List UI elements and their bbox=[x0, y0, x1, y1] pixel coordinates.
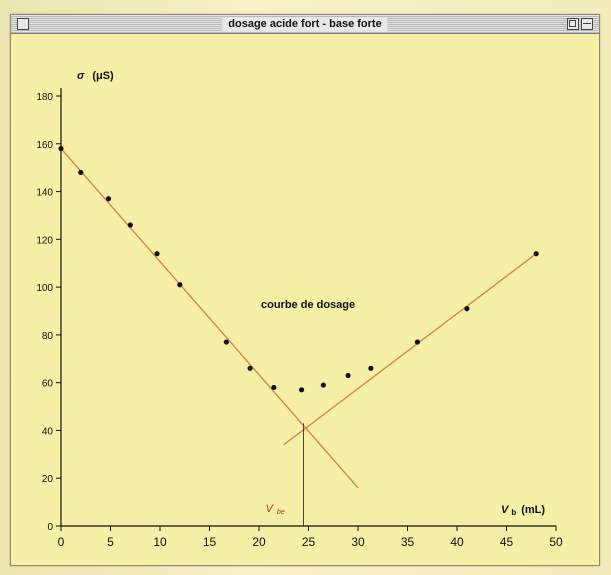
x-tick-label-0: 0 bbox=[58, 535, 65, 549]
x-tick-label-25: 25 bbox=[302, 535, 316, 549]
data-point-8 bbox=[247, 365, 253, 371]
x-tick-label-10: 10 bbox=[153, 535, 167, 549]
y-tick-label-20: 20 bbox=[42, 474, 54, 485]
x-tick-label-15: 15 bbox=[203, 535, 217, 549]
data-point-2 bbox=[78, 169, 84, 176]
y-tick-label-160: 160 bbox=[36, 140, 53, 151]
data-point-15 bbox=[464, 306, 470, 312]
x-tick-label-5: 5 bbox=[107, 535, 114, 549]
data-point-9 bbox=[271, 384, 277, 391]
y-tick-label-100: 100 bbox=[36, 283, 53, 294]
chart-title: courbe de dosage bbox=[261, 299, 355, 311]
collapse-icon[interactable] bbox=[581, 18, 593, 30]
equivalence-label-subscript: be bbox=[275, 509, 285, 516]
y-tick-label-80: 80 bbox=[42, 331, 54, 342]
plot-area: 0 20 40 60 80 100 120 140 160 180 0 5 10 15 20 25 30 35 40… bbox=[11, 33, 599, 568]
data-point-16 bbox=[533, 251, 539, 257]
axes: 0 20 40 60 80 100 120 140 160 180 0 5 10 15 20 25 30 35 40… bbox=[36, 88, 563, 549]
y-axis-label-symbol: σ bbox=[77, 70, 85, 82]
y-axis-label: σ (μS) bbox=[77, 70, 114, 82]
window-titlebar[interactable]: dosage acide fort - base forte bbox=[11, 15, 599, 34]
data-point-3 bbox=[105, 196, 112, 202]
chart-window: dosage acide fort - base forte 0 20 40 60 80… bbox=[10, 14, 600, 566]
close-icon[interactable] bbox=[17, 18, 29, 30]
x-axis-label-symbol: V bbox=[501, 504, 510, 516]
data-point-7 bbox=[223, 339, 229, 345]
y-tick-label-120: 120 bbox=[36, 235, 53, 246]
data-point-13 bbox=[368, 365, 374, 371]
fit-lines bbox=[60, 148, 537, 489]
fit-line-2 bbox=[283, 253, 537, 446]
data-point-6 bbox=[177, 282, 183, 288]
data-point-1 bbox=[58, 145, 64, 152]
titration-chart: 0 20 40 60 80 100 120 140 160 180 0 5 10 15 20 25 30 35 40… bbox=[36, 70, 563, 549]
y-tick-label-60: 60 bbox=[42, 379, 54, 390]
y-tick-label-40: 40 bbox=[42, 426, 54, 437]
x-axis-label-unit: (mL) bbox=[521, 504, 545, 516]
y-axis-label-unit: (μS) bbox=[92, 70, 114, 82]
y-tick-label-180: 180 bbox=[36, 92, 53, 103]
data-point-14 bbox=[414, 339, 420, 345]
window-title: dosage acide fort - base forte bbox=[222, 17, 388, 31]
data-point-10 bbox=[298, 387, 305, 393]
x-tick-label-40: 40 bbox=[450, 535, 464, 549]
chart-labels: courbe de dosage σ (μS) V b (mL) bbox=[77, 70, 545, 517]
x-tick-label-20: 20 bbox=[252, 535, 266, 549]
data-points bbox=[58, 145, 539, 393]
data-point-5 bbox=[154, 251, 160, 257]
y-tick-label-0: 0 bbox=[47, 522, 53, 533]
data-point-12 bbox=[345, 372, 351, 379]
data-point-11 bbox=[320, 382, 326, 388]
x-tick-label-45: 45 bbox=[500, 535, 514, 549]
data-point-4 bbox=[127, 222, 133, 228]
x-tick-label-35: 35 bbox=[401, 535, 415, 549]
x-axis-label-subscript: b bbox=[511, 508, 516, 517]
x-tick-label-50: 50 bbox=[549, 535, 563, 549]
x-tick-label-30: 30 bbox=[351, 535, 365, 549]
zoom-icon[interactable] bbox=[567, 18, 579, 30]
y-tick-label-140: 140 bbox=[36, 188, 53, 199]
equivalence-marker: V be bbox=[266, 423, 304, 526]
fit-line-1 bbox=[60, 148, 359, 489]
equivalence-label: V be bbox=[266, 503, 285, 516]
